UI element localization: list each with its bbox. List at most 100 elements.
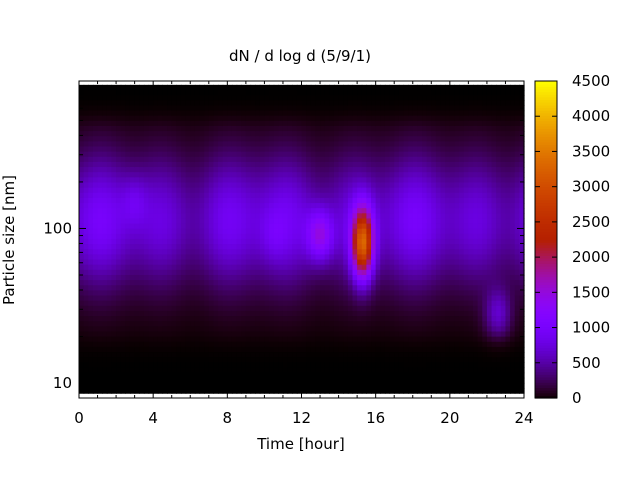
heatmap-cell (463, 100, 469, 106)
heatmap-cell (384, 187, 391, 194)
heatmap-cell (204, 254, 210, 261)
heatmap-cell (245, 352, 252, 358)
heatmap-cell (231, 228, 238, 235)
heatmap-cell (292, 310, 298, 317)
heatmap-cell (306, 223, 312, 230)
heatmap-cell (190, 362, 196, 369)
heatmap-cell (236, 125, 242, 132)
heatmap-cell (134, 115, 140, 122)
heatmap-cell (116, 141, 122, 148)
heatmap-cell (454, 336, 460, 343)
heatmap-cell (375, 182, 381, 189)
heatmap-cell (315, 357, 321, 363)
heatmap-cell (422, 151, 428, 158)
heatmap-cell (361, 105, 367, 112)
heatmap-cell (384, 274, 391, 281)
heatmap-cell (282, 213, 289, 220)
heatmap-cell (384, 305, 391, 312)
heatmap-cell (398, 84, 405, 91)
heatmap-cell (389, 362, 395, 369)
heatmap-cell (153, 151, 159, 158)
heatmap-cell (338, 285, 344, 291)
heatmap-cell (213, 300, 219, 307)
heatmap-cell (102, 177, 108, 184)
heatmap-cell (417, 290, 423, 297)
heatmap-cell (157, 290, 164, 297)
heatmap-cell (366, 125, 372, 132)
heatmap-cell (394, 172, 400, 178)
heatmap-cell (231, 141, 238, 148)
heatmap-cell (338, 125, 344, 132)
heatmap-cell (394, 156, 400, 163)
heatmap-cell (343, 310, 349, 317)
heatmap-cell (306, 203, 312, 209)
heatmap-cell (102, 115, 108, 122)
heatmap-cell (422, 187, 428, 194)
heatmap-cell (371, 141, 377, 148)
heatmap-cell (162, 321, 168, 327)
heatmap-cell (139, 357, 145, 363)
heatmap-cell (92, 110, 99, 117)
heatmap-cell (139, 280, 145, 286)
heatmap-cell (153, 120, 159, 127)
heatmap-cell (222, 388, 228, 394)
heatmap-cell (213, 208, 219, 214)
heatmap-cell (454, 208, 460, 214)
heatmap-cell (333, 151, 340, 158)
heatmap-cell (375, 223, 381, 230)
heatmap-cell (167, 290, 173, 297)
heatmap-cell (125, 310, 131, 317)
heatmap-cell (426, 336, 432, 343)
heatmap-cell (324, 305, 330, 312)
heatmap-cell (208, 203, 215, 209)
heatmap-cell (167, 182, 173, 189)
heatmap-cell (120, 197, 126, 204)
heatmap-cell (231, 362, 238, 369)
heatmap-cell (120, 321, 126, 327)
heatmap-cell (449, 285, 456, 291)
heatmap-cell (338, 100, 344, 106)
heatmap-cell (273, 197, 279, 204)
heatmap-cell (227, 310, 233, 317)
heatmap-cell (88, 89, 94, 96)
heatmap-cell (315, 285, 321, 291)
heatmap-cell (357, 269, 363, 276)
heatmap-cell (324, 177, 330, 184)
heatmap-cell (255, 336, 261, 343)
heatmap-cell (129, 336, 136, 343)
heatmap-cell (204, 233, 210, 240)
heatmap-cell (231, 377, 238, 384)
heatmap-cell (306, 341, 312, 348)
heatmap-cell (278, 372, 284, 379)
heatmap-cell (389, 341, 395, 348)
heatmap-cell (222, 285, 228, 291)
heatmap-cell (97, 213, 103, 220)
heatmap-cell (162, 249, 168, 256)
heatmap-cell (440, 233, 446, 240)
heatmap-cell (125, 115, 131, 122)
heatmap-cell (92, 321, 99, 327)
heatmap-cell (384, 346, 391, 353)
heatmap-cell (408, 254, 414, 261)
heatmap-cell (185, 238, 191, 245)
heatmap-cell (459, 249, 465, 256)
heatmap-cell (352, 115, 358, 122)
heatmap-cell (445, 203, 451, 209)
heatmap-cell (167, 84, 173, 91)
heatmap-cell (204, 203, 210, 209)
heatmap-cell (417, 197, 423, 204)
heatmap-cell (88, 131, 94, 137)
heatmap-cell (347, 321, 354, 327)
heatmap-cell (208, 161, 215, 168)
heatmap-cell (278, 177, 284, 184)
heatmap-cell (329, 192, 335, 199)
heatmap-cell (398, 326, 405, 333)
heatmap-cell (347, 233, 354, 240)
heatmap-cell (306, 213, 312, 220)
heatmap-cell (431, 274, 437, 281)
heatmap-cell (116, 120, 122, 127)
heatmap-cell (208, 228, 215, 235)
heatmap-cell (435, 269, 442, 276)
heatmap-cell (343, 321, 349, 327)
heatmap-cell (231, 182, 238, 189)
